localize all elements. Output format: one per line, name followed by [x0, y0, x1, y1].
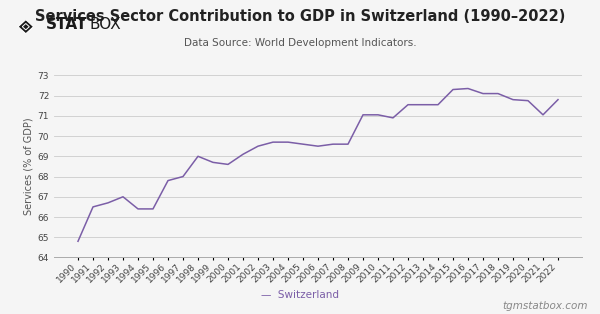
Text: STAT: STAT — [46, 17, 88, 32]
Text: Data Source: World Development Indicators.: Data Source: World Development Indicator… — [184, 38, 416, 48]
Text: BOX: BOX — [89, 17, 121, 32]
Text: Services Sector Contribution to GDP in Switzerland (1990–2022): Services Sector Contribution to GDP in S… — [35, 9, 565, 24]
Text: tgmstatbox.com: tgmstatbox.com — [503, 301, 588, 311]
Y-axis label: Services (% of GDP): Services (% of GDP) — [23, 118, 34, 215]
Text: —  Switzerland: — Switzerland — [261, 290, 339, 300]
